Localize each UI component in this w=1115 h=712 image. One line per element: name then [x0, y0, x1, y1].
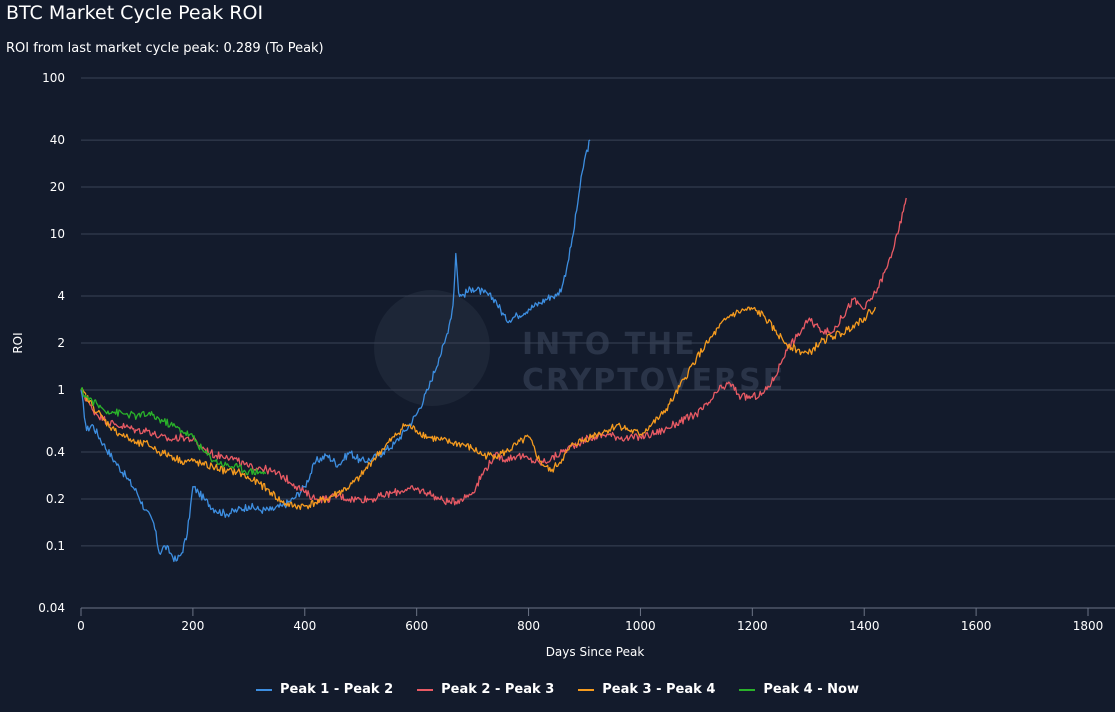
x-tick-label: 1200 [737, 619, 768, 633]
y-tick-label: 2 [57, 336, 65, 350]
x-axis-label: Days Since Peak [546, 645, 645, 659]
watermark-line-2: CRYPTOVERSE [522, 363, 785, 398]
series-line-1 [81, 140, 590, 561]
series-lines [81, 140, 906, 561]
x-tick-label: 1000 [625, 619, 656, 633]
x-tick-label: 400 [293, 619, 316, 633]
legend: Peak 1 - Peak 2 Peak 2 - Peak 3 Peak 3 - P… [0, 682, 1115, 697]
x-tick-label: 200 [181, 619, 204, 633]
legend-label: Peak 1 - Peak 2 [280, 682, 393, 697]
x-tick-label: 0 [77, 619, 85, 633]
legend-swatch [578, 689, 594, 691]
y-tick-label: 40 [50, 133, 65, 147]
watermark-line-1: INTO THE [522, 327, 697, 362]
legend-swatch [417, 689, 433, 691]
x-tick-label: 1600 [961, 619, 992, 633]
y-tick-label: 1 [57, 383, 65, 397]
y-tick-label: 0.1 [46, 539, 65, 553]
legend-item-2[interactable]: Peak 2 - Peak 3 [417, 682, 554, 697]
legend-label: Peak 3 - Peak 4 [602, 682, 715, 697]
y-tick-label: 10 [50, 227, 65, 241]
legend-item-3[interactable]: Peak 3 - Peak 4 [578, 682, 715, 697]
y-tick-label: 20 [50, 180, 65, 194]
y-tick-label: 0.4 [46, 445, 65, 459]
y-tick-label: 4 [57, 289, 65, 303]
x-tick-label: 800 [517, 619, 540, 633]
y-axis-label: ROI [11, 332, 25, 353]
y-tick-label: 0.04 [38, 601, 65, 615]
x-tick-label: 600 [405, 619, 428, 633]
x-tick-label: 1400 [849, 619, 880, 633]
x-tick-label: 1800 [1073, 619, 1104, 633]
legend-item-4[interactable]: Peak 4 - Now [739, 682, 859, 697]
y-tick-label: 0.2 [46, 492, 65, 506]
legend-label: Peak 4 - Now [763, 682, 859, 697]
watermark-logo-icon [374, 290, 490, 406]
y-tick-label: 100 [42, 71, 65, 85]
legend-swatch [256, 689, 272, 691]
legend-swatch [739, 689, 755, 691]
grid [81, 78, 1115, 608]
legend-item-1[interactable]: Peak 1 - Peak 2 [256, 682, 393, 697]
legend-label: Peak 2 - Peak 3 [441, 682, 554, 697]
